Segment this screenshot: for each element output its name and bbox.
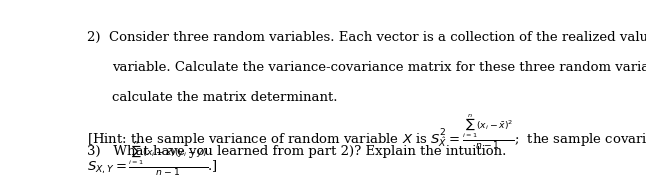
Text: [Hint: the sample variance of random variable $X$ is $S_{\hat{X}}^{2} = \frac{\s: [Hint: the sample variance of random var… xyxy=(87,113,646,151)
Text: 2)  Consider three random variables. Each vector is a collection of the realized: 2) Consider three random variables. Each… xyxy=(87,31,646,44)
Text: 3)   What have you learned from part 2)? Explain the intuition.: 3) What have you learned from part 2)? E… xyxy=(87,145,506,158)
Text: calculate the matrix determinant.: calculate the matrix determinant. xyxy=(112,91,337,104)
Text: $S_{X,Y} = \frac{\sum_{i=1}^{n}(x_i-\bar{x})(y_i-\bar{y})}{n-1}$.]: $S_{X,Y} = \frac{\sum_{i=1}^{n}(x_i-\bar… xyxy=(87,140,218,178)
Text: variable. Calculate the variance-covariance matrix for these three random variab: variable. Calculate the variance-covaria… xyxy=(112,61,646,74)
